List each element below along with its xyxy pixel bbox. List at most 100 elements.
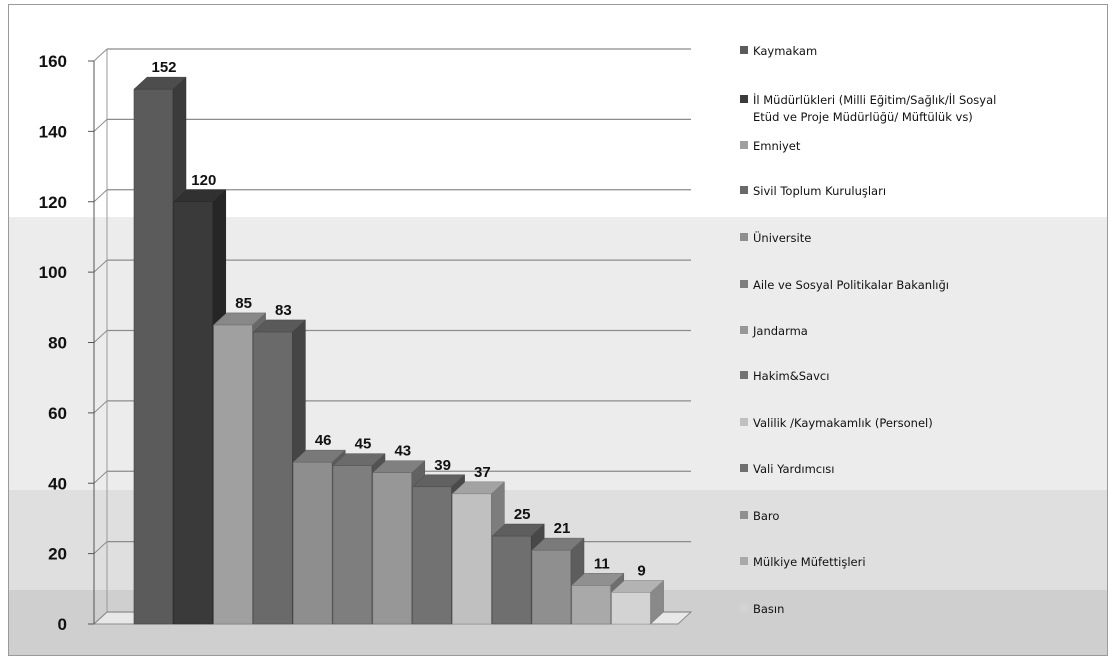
bar-front	[133, 88, 174, 625]
data-label: 83	[275, 302, 292, 319]
bar-top	[252, 319, 307, 333]
legend: Kaymakam İl Müdürlükleri (Milli Eğitim/Sa…	[740, 44, 996, 616]
legend-item: Sivil Toplum Kuruluşları	[740, 184, 886, 198]
legend-swatch	[740, 186, 748, 194]
gridline-diagonal	[93, 259, 108, 273]
legend-swatch	[740, 95, 748, 103]
legend-swatch	[740, 233, 748, 241]
legend-label: Basın	[753, 602, 784, 616]
legend-label: Valilik /Kaymakamlık (Personel)	[753, 416, 933, 430]
bar	[610, 579, 665, 625]
legend-label: Vali Yardımcısı	[753, 462, 834, 476]
data-label: 85	[235, 295, 252, 312]
legend-item: Aile ve Sosyal Politikalar Bakanlığı	[740, 278, 949, 292]
chart-frame: 0 20 40 60 80 100 120 140 160 152 120 85 83 46 45 43 39…	[8, 4, 1108, 656]
legend-item: Baro	[740, 509, 779, 523]
data-labels: 152 120 85 83 46 45 43 39 37 25 21 11 9	[151, 59, 645, 579]
y-tick-label: 140	[39, 122, 67, 141]
bar-top	[531, 537, 585, 551]
data-label: 152	[151, 59, 176, 76]
gridline-diagonal	[93, 330, 108, 343]
bar-top	[610, 580, 665, 593]
y-tick-label: 40	[48, 474, 67, 493]
legend-label: Sivil Toplum Kuruluşları	[753, 184, 886, 198]
legend-swatch	[740, 371, 748, 379]
bar-top	[292, 449, 346, 463]
bar-chart-3d: 0 20 40 60 80 100 120 140 160 152 120 85 83 46 45 43 39…	[39, 44, 997, 634]
y-tick-label: 80	[48, 334, 67, 353]
bar-front	[332, 465, 373, 625]
data-label: 37	[474, 464, 491, 481]
bar	[491, 523, 545, 625]
legend-item: Mülkiye Müfettişleri	[740, 555, 866, 569]
legend-swatch	[740, 418, 748, 426]
bar-top	[451, 481, 506, 495]
data-label: 39	[434, 457, 451, 474]
y-tick-label: 60	[48, 404, 67, 423]
legend-label: İl Müdürlükleri (Milli Eğitim/Sağlık/İl …	[753, 92, 996, 107]
legend-item: Emniyet	[740, 139, 801, 153]
data-label: 46	[315, 432, 332, 449]
data-label: 43	[394, 443, 411, 460]
bar-front	[253, 331, 293, 625]
legend-label: Baro	[753, 509, 779, 523]
legend-label: Etüd ve Proje Müdürlüğü/ Müftülük vs)	[753, 110, 973, 124]
data-label: 21	[554, 520, 571, 537]
gridline-diagonal	[93, 48, 108, 62]
bar-front	[292, 461, 333, 625]
gridline-diagonal	[93, 400, 108, 414]
bar-front	[173, 201, 214, 625]
gridline-diagonal	[93, 541, 108, 554]
bar-top	[411, 474, 466, 488]
bar	[531, 537, 585, 625]
legend-item: İl Müdürlükleri (Milli Eğitim/Sağlık/İl …	[740, 92, 996, 124]
legend-item: Üniversite	[740, 229, 811, 245]
bar-front	[491, 535, 532, 625]
y-tick-label: 100	[39, 263, 67, 282]
bar-top	[332, 453, 386, 466]
data-label: 11	[594, 555, 610, 572]
y-axis: 0 20 40 60 80 100 120 140 160	[39, 52, 95, 634]
bar-front	[213, 324, 253, 625]
legend-swatch	[740, 557, 748, 565]
bar-front	[611, 592, 651, 625]
legend-swatch	[740, 464, 748, 472]
legend-item: Valilik /Kaymakamlık (Personel)	[740, 416, 933, 430]
gridline-diagonal	[93, 470, 108, 484]
background-band-top	[9, 5, 1107, 217]
data-label: 9	[637, 562, 645, 579]
bar-top	[212, 312, 267, 326]
bar-top	[133, 76, 187, 90]
y-tick-label: 120	[39, 193, 67, 212]
y-tick-label: 160	[39, 52, 67, 71]
bar-top	[372, 460, 426, 473]
legend-label: Üniversite	[753, 229, 811, 245]
y-tick-label: 0	[58, 615, 67, 634]
data-label: 25	[514, 506, 531, 523]
legend-item: Vali Yardımcısı	[740, 462, 834, 476]
y-tick-label: 20	[48, 545, 67, 564]
gridline-diagonal	[93, 119, 108, 132]
bar-top	[491, 523, 545, 537]
legend-swatch	[740, 280, 748, 288]
bar-front	[452, 493, 492, 625]
gridline-diagonal	[93, 611, 108, 625]
bar-front	[531, 549, 572, 625]
legend-label: Hakim&Savcı	[753, 369, 829, 383]
bar-front	[571, 584, 612, 625]
legend-swatch	[740, 604, 748, 612]
bar-top	[173, 189, 227, 202]
legend-swatch	[740, 326, 748, 334]
legend-swatch	[740, 511, 748, 519]
data-label: 120	[191, 172, 216, 189]
bar-top	[571, 573, 625, 586]
bar-front	[412, 486, 452, 625]
bars	[133, 76, 665, 625]
legend-label: Kaymakam	[753, 44, 817, 58]
data-label: 45	[355, 436, 372, 453]
legend-swatch	[740, 141, 748, 149]
legend-item: Hakim&Savcı	[740, 369, 829, 383]
legend-label: Aile ve Sosyal Politikalar Bakanlığı	[753, 278, 949, 292]
legend-item: Kaymakam	[740, 44, 817, 58]
gridline-diagonal	[93, 189, 108, 203]
